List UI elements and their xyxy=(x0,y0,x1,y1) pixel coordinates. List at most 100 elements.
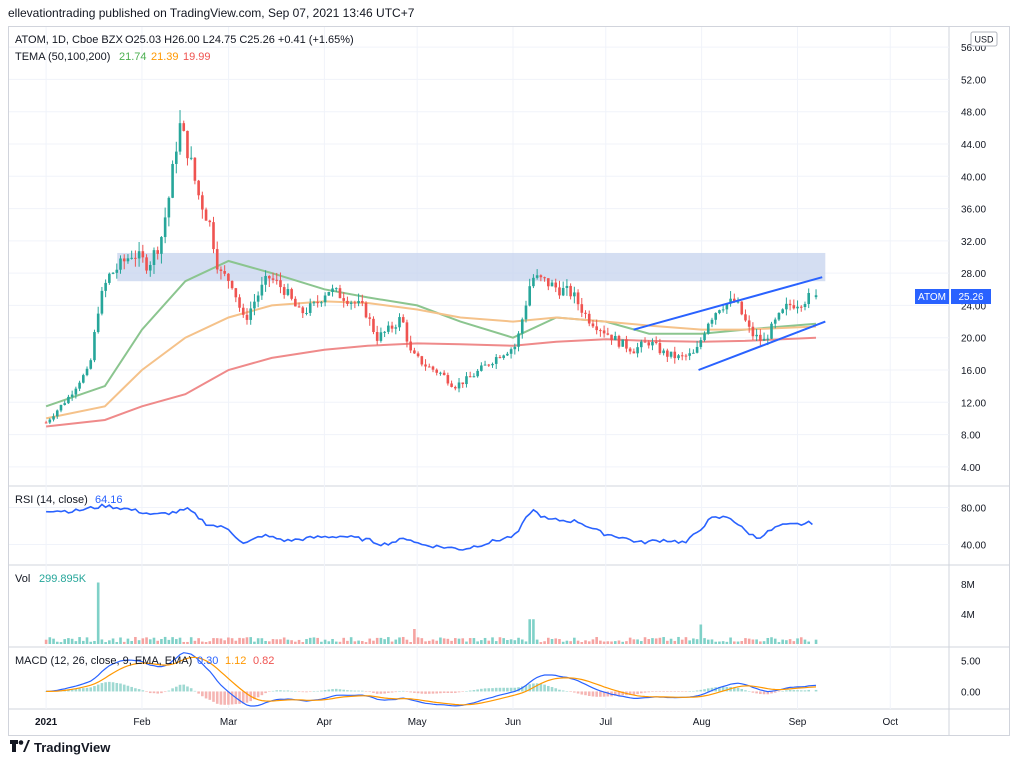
macd-histogram-bar xyxy=(372,691,375,693)
candle-body xyxy=(175,151,178,164)
macd-histogram-bar xyxy=(208,691,212,700)
macd-histogram-bar xyxy=(260,691,264,696)
candle-body xyxy=(294,298,297,307)
candle-body xyxy=(316,302,319,304)
volume-bar xyxy=(483,637,487,644)
macd-histogram-bar xyxy=(576,691,580,694)
candle-body xyxy=(63,403,67,405)
volume-bar xyxy=(320,641,323,644)
vol-legend: Vol 299.895K xyxy=(15,573,87,585)
candle-body xyxy=(807,293,811,305)
trendlines[interactable] xyxy=(633,276,826,371)
volume-bar xyxy=(253,641,256,644)
volume-bar xyxy=(67,638,70,644)
macd-histogram-bar xyxy=(472,690,476,692)
volume-bar xyxy=(305,639,308,644)
macd-histogram-bar xyxy=(241,691,245,704)
candle-body xyxy=(491,363,494,366)
macd-legend: MACD (12, 26, close, 9, EMA, EMA) 0.30 1… xyxy=(15,655,274,667)
candle-body xyxy=(725,303,729,310)
volume-bar xyxy=(364,642,368,644)
tema-100-line xyxy=(45,300,817,420)
volume-bar xyxy=(435,640,439,644)
candle-body xyxy=(740,301,744,315)
volume-bar xyxy=(160,639,163,644)
macd-histogram-bar xyxy=(558,689,561,692)
symbol-label: ATOM, 1D, Cboe BZX xyxy=(15,34,123,46)
macd-histogram-bar xyxy=(680,691,684,692)
candle-body xyxy=(115,269,119,273)
volume-bar xyxy=(74,641,78,644)
vol-label: Vol xyxy=(15,573,30,585)
candle-body xyxy=(145,257,148,271)
candlesticks[interactable] xyxy=(44,110,818,425)
volume-bar xyxy=(212,638,215,644)
macd-histogram-bar xyxy=(327,689,331,692)
candle-body xyxy=(528,286,532,306)
rsi-tick-label: 80.00 xyxy=(961,504,986,515)
volume-bar xyxy=(294,641,297,644)
volume-bar xyxy=(93,640,96,644)
macd-histogram-bar xyxy=(104,682,107,692)
macd-histogram-bar xyxy=(721,686,725,692)
candle-body xyxy=(215,249,219,270)
volume-bar xyxy=(260,638,264,644)
macd-histogram-bar xyxy=(762,691,766,695)
time-tick-label: 2021 xyxy=(35,717,58,728)
volume-bar xyxy=(599,640,602,644)
volume-bar xyxy=(580,642,584,644)
macd-histogram-bar xyxy=(148,691,152,694)
macd-histogram-bar xyxy=(740,689,744,692)
volume-bar xyxy=(241,638,245,644)
candle-body xyxy=(290,289,293,299)
candle-body xyxy=(320,302,323,304)
candle-body xyxy=(736,301,740,303)
macd-histogram-bar xyxy=(580,691,584,695)
candle-body xyxy=(297,306,301,308)
macd-histogram-bar xyxy=(256,691,260,698)
volume-bar xyxy=(264,640,267,644)
macd-histogram-bar xyxy=(264,691,267,694)
macd-histogram-bar xyxy=(70,689,74,692)
macd-histogram-bar xyxy=(275,690,279,692)
volume-bar xyxy=(476,641,479,644)
candle-body xyxy=(93,332,96,361)
candle-body xyxy=(383,331,386,333)
price-legend: ATOM, 1D, Cboe BZX O25.03 H26.00 L24.75 … xyxy=(15,34,354,63)
currency-badge[interactable]: USD xyxy=(970,31,998,47)
volume-bar xyxy=(286,639,290,644)
macd-histogram-bar xyxy=(554,688,558,692)
candle-body xyxy=(669,351,673,357)
macd-histogram-bar xyxy=(617,691,621,696)
volume-bar xyxy=(193,640,197,644)
volume-bar xyxy=(721,641,725,644)
volume-bar xyxy=(312,637,316,644)
macd-histogram-bar xyxy=(766,691,770,695)
volume-bar xyxy=(699,624,703,644)
candle-body xyxy=(193,157,197,181)
volume-bar xyxy=(223,640,226,644)
rsi-tick-label: 40.00 xyxy=(961,541,986,552)
candle-body xyxy=(688,353,691,356)
candle-body xyxy=(744,314,747,321)
chart-frame[interactable]: 80.00 40.00 8M 4M 5.00 0.00 56.00 52.00 48.00… xyxy=(8,26,1010,736)
volume-bar xyxy=(814,639,818,644)
candle-body xyxy=(375,332,379,341)
volume-bar xyxy=(308,637,312,644)
macd-histogram-bar xyxy=(621,691,625,696)
macd-histogram-bar xyxy=(695,690,699,692)
candle-body xyxy=(160,237,163,254)
candle-body xyxy=(535,275,539,278)
candle-body xyxy=(766,338,770,340)
macd-histogram-bar xyxy=(781,691,784,692)
candle-body xyxy=(349,302,353,304)
candle-body xyxy=(398,317,401,328)
currency-label: USD xyxy=(974,35,994,45)
chart-canvas[interactable]: 80.00 40.00 8M 4M 5.00 0.00 56.00 52.00 48.00… xyxy=(9,27,1009,735)
volume-bar xyxy=(777,642,781,644)
candle-body xyxy=(498,357,502,359)
candle-body xyxy=(368,317,372,319)
volume-bar xyxy=(747,638,751,644)
volume-bar xyxy=(409,642,412,644)
volume-bar xyxy=(331,638,334,644)
